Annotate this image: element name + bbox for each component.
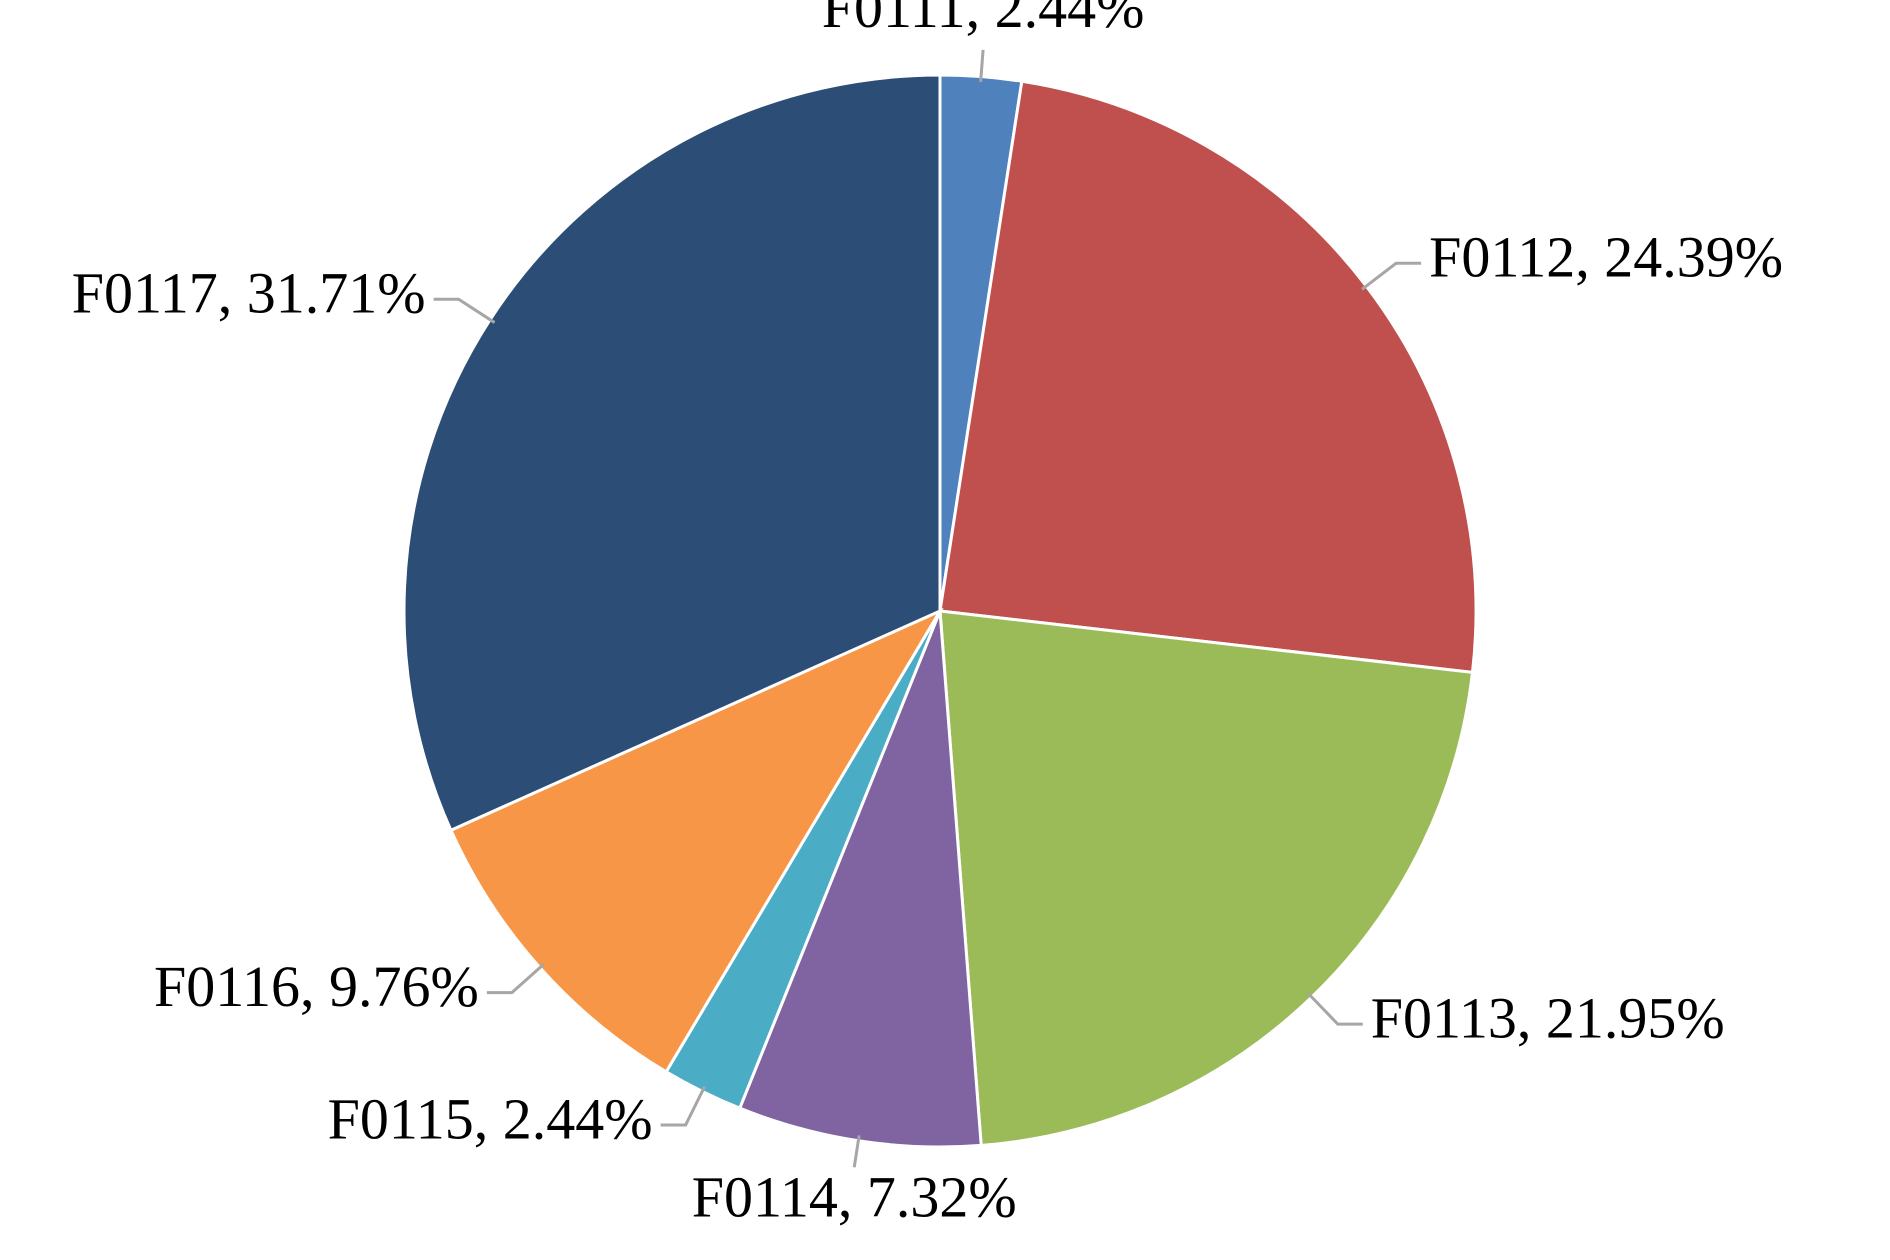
data-label: F0115, 2.44% bbox=[328, 1086, 653, 1151]
leader-line bbox=[433, 297, 496, 324]
leader-line bbox=[979, 49, 985, 83]
leader-line bbox=[486, 962, 545, 995]
leader-line bbox=[660, 1085, 706, 1127]
leader-line bbox=[1306, 992, 1363, 1026]
data-label: F0114, 7.32% bbox=[692, 1165, 1017, 1230]
pie-slice bbox=[938, 609, 1475, 1148]
data-label: F0113, 21.95% bbox=[1371, 985, 1725, 1050]
data-label: F0117, 31.71% bbox=[72, 261, 426, 326]
pie-slice bbox=[938, 79, 1478, 675]
leader-line bbox=[1361, 261, 1422, 291]
data-label: F0116, 9.76% bbox=[154, 954, 479, 1019]
data-label: F0112, 24.39% bbox=[1429, 225, 1783, 290]
data-label: F0111, 2.44% bbox=[822, 0, 1145, 40]
leader-line bbox=[852, 1135, 861, 1168]
